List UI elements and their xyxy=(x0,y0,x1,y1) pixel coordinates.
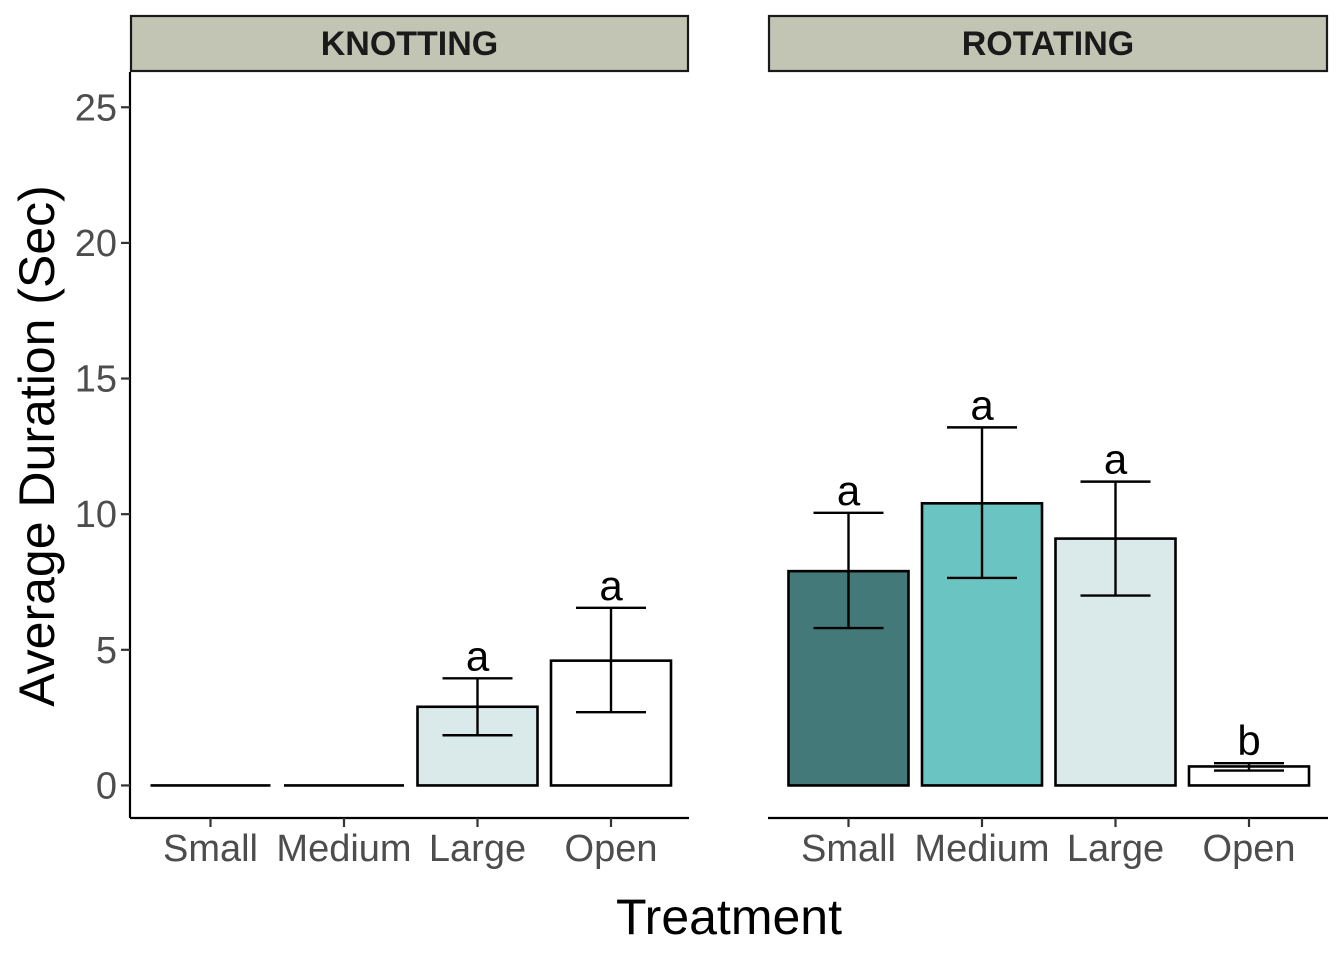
panels-layer: KNOTTING Small Medium a Large a Open ROTATING a S… xyxy=(129,14,1329,870)
panel-knotting: KNOTTING Small Medium a Large a Open xyxy=(129,14,690,870)
x-tick-label: Small xyxy=(801,828,896,870)
x-tick-label: Medium xyxy=(276,828,411,870)
x-tick-label: Small xyxy=(163,828,258,870)
facet-strip xyxy=(129,14,690,73)
y-tick-label: 0 xyxy=(96,765,117,807)
x-axis-title: Treatment xyxy=(616,889,842,945)
x-tick-label: Open xyxy=(565,828,658,870)
significance-label: a xyxy=(1104,436,1128,483)
significance-label: b xyxy=(1237,717,1260,764)
y-tick-label: 15 xyxy=(75,359,117,401)
panel-rotating: ROTATING a Small a Medium a Large b Open xyxy=(767,14,1329,870)
y-tick-label: 20 xyxy=(75,223,117,265)
x-tick-label: Medium xyxy=(914,828,1049,870)
x-tick-label: Large xyxy=(429,828,526,870)
y-tick-label: 25 xyxy=(75,87,117,129)
significance-label: a xyxy=(970,381,994,428)
x-tick-label: Open xyxy=(1203,828,1296,870)
x-tick-label: Large xyxy=(1067,828,1164,870)
y-tick-label: 5 xyxy=(96,630,117,672)
y-axis: 0 5 10 15 20 25 xyxy=(75,72,132,818)
y-tick-label: 10 xyxy=(75,494,117,536)
facet-strip-label: ROTATING xyxy=(962,25,1135,63)
facet-strip xyxy=(767,14,1329,73)
significance-label: a xyxy=(599,562,623,609)
significance-label: a xyxy=(837,467,861,514)
facet-strip-label: KNOTTING xyxy=(321,25,499,63)
significance-label: a xyxy=(466,632,490,679)
y-axis-title: Average Duration (Sec) xyxy=(9,185,65,707)
bar xyxy=(416,705,539,787)
